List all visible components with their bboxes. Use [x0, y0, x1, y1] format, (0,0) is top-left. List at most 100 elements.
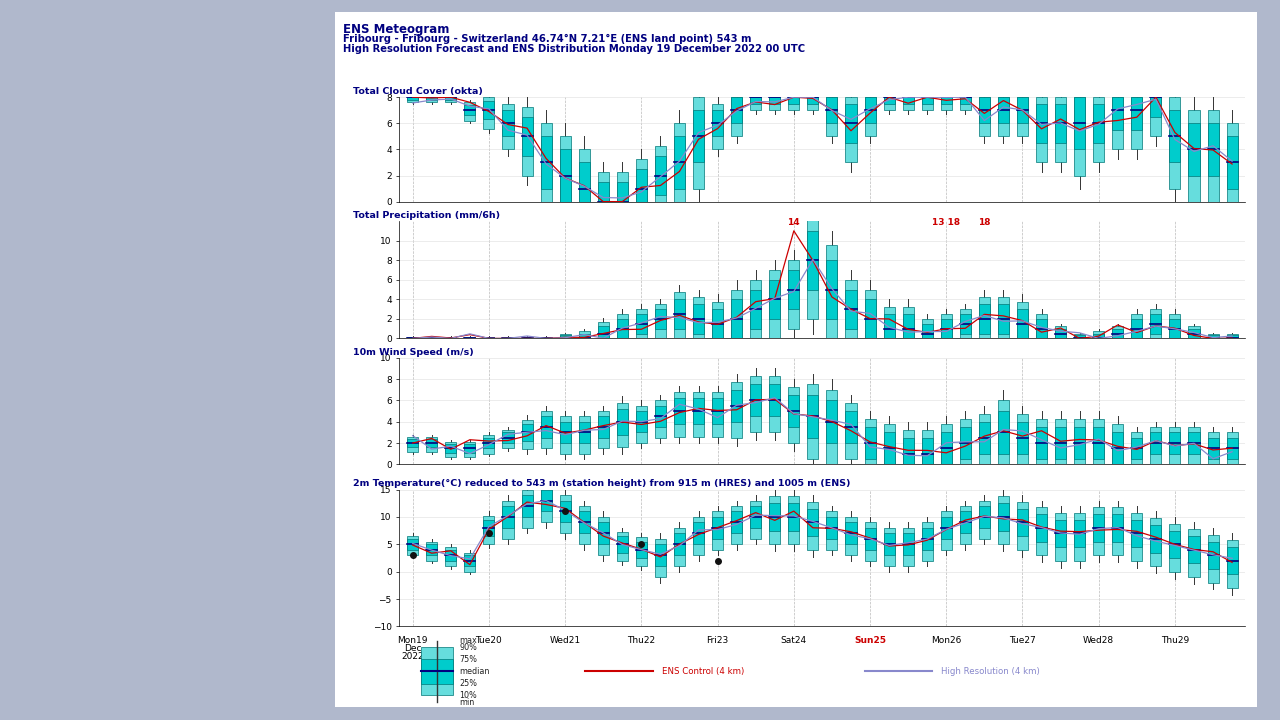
Bar: [827, 400, 837, 443]
Bar: [503, 104, 513, 150]
Text: Thu22: Thu22: [627, 636, 655, 645]
Bar: [712, 398, 723, 424]
Bar: [979, 297, 989, 338]
Text: 14: 14: [787, 218, 800, 227]
Bar: [426, 97, 438, 102]
Bar: [846, 279, 856, 338]
Bar: [883, 314, 895, 338]
Bar: [1074, 334, 1085, 338]
Text: 10%: 10%: [460, 691, 477, 700]
Bar: [1207, 110, 1219, 202]
Bar: [445, 442, 457, 457]
Bar: [731, 300, 742, 338]
Bar: [846, 104, 856, 143]
Bar: [808, 509, 818, 536]
Bar: [1226, 136, 1238, 189]
Bar: [1207, 535, 1219, 582]
Bar: [827, 517, 837, 539]
Bar: [827, 246, 837, 338]
Bar: [1132, 314, 1142, 338]
Bar: [521, 490, 532, 528]
Bar: [692, 517, 704, 555]
Bar: [864, 427, 876, 459]
Bar: [1093, 508, 1105, 555]
Bar: [579, 331, 590, 338]
Bar: [617, 532, 627, 561]
Bar: [598, 182, 609, 202]
Text: Wed21: Wed21: [549, 636, 581, 645]
Bar: [1170, 433, 1180, 454]
Bar: [979, 414, 989, 464]
Bar: [465, 102, 475, 121]
Text: 10m Wind Speed (m/s): 10m Wind Speed (m/s): [353, 348, 474, 357]
Bar: [426, 337, 438, 338]
Bar: [1018, 422, 1028, 454]
Bar: [675, 292, 685, 338]
Bar: [788, 387, 799, 443]
Bar: [941, 97, 952, 110]
Bar: [1055, 328, 1066, 338]
Bar: [731, 97, 742, 123]
Bar: [407, 97, 419, 100]
Bar: [1188, 110, 1199, 202]
Bar: [636, 169, 646, 202]
Bar: [1226, 540, 1238, 588]
Bar: [769, 384, 781, 416]
Bar: [1151, 525, 1161, 552]
Bar: [979, 97, 989, 123]
Bar: [1132, 433, 1142, 464]
Bar: [712, 517, 723, 539]
Bar: [1074, 513, 1085, 561]
Text: 75%: 75%: [460, 654, 477, 664]
Bar: [1074, 520, 1085, 547]
Bar: [559, 334, 571, 338]
Bar: [1170, 110, 1180, 163]
Bar: [421, 659, 453, 684]
Bar: [1055, 419, 1066, 464]
Bar: [1055, 97, 1066, 163]
Bar: [540, 337, 552, 338]
Bar: [769, 503, 781, 531]
Bar: [521, 495, 532, 517]
Bar: [1132, 513, 1142, 561]
Bar: [1055, 326, 1066, 338]
Bar: [407, 337, 419, 338]
Bar: [465, 442, 475, 457]
Bar: [712, 309, 723, 338]
Bar: [559, 500, 571, 523]
Bar: [655, 309, 666, 328]
Bar: [750, 97, 762, 110]
Text: Tue27: Tue27: [1009, 636, 1036, 645]
Bar: [1112, 433, 1124, 464]
Bar: [1093, 514, 1105, 541]
Bar: [941, 433, 952, 464]
Bar: [998, 304, 1009, 333]
Bar: [808, 97, 818, 110]
Bar: [1151, 314, 1161, 333]
Bar: [692, 523, 704, 544]
Bar: [1170, 427, 1180, 464]
Bar: [484, 101, 494, 120]
Bar: [655, 304, 666, 338]
Bar: [1093, 419, 1105, 464]
Bar: [788, 395, 799, 427]
Bar: [445, 337, 457, 338]
Text: 13 18: 13 18: [932, 218, 960, 227]
Bar: [1132, 319, 1142, 338]
Bar: [1036, 514, 1047, 541]
Bar: [808, 231, 818, 289]
Bar: [484, 337, 494, 338]
Bar: [1036, 319, 1047, 338]
Bar: [465, 552, 475, 572]
Bar: [1112, 97, 1124, 150]
Bar: [559, 416, 571, 454]
Bar: [407, 536, 419, 555]
Text: Mon26: Mon26: [931, 636, 961, 645]
Bar: [1093, 427, 1105, 459]
Bar: [788, 260, 799, 328]
Bar: [1226, 433, 1238, 464]
Bar: [636, 314, 646, 333]
Bar: [1074, 336, 1085, 338]
Bar: [540, 136, 552, 189]
Bar: [636, 411, 646, 433]
